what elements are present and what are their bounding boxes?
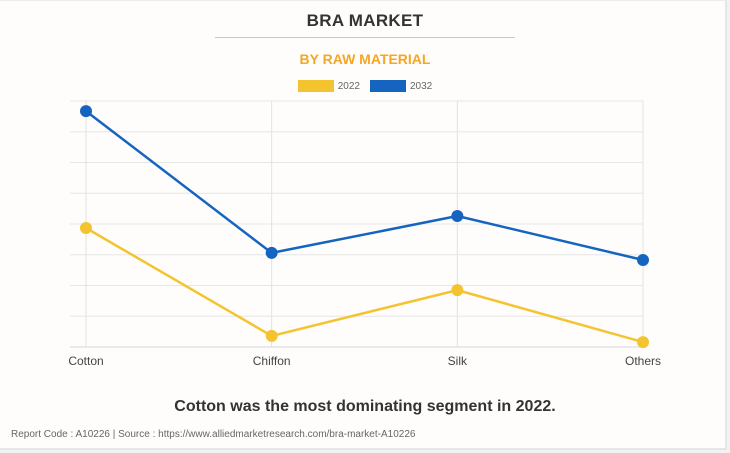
x-tick-label-cotton: Cotton [68,354,103,368]
data-point-2032-others [637,253,649,266]
data-point-2022-silk [451,284,464,297]
series-line-2022 [85,226,644,344]
data-point-2022-chiffon [265,329,278,342]
legend-item-2022[interactable]: 2022 [297,80,360,92]
x-tick-label-chiffon: Chiffon [253,354,291,368]
x-tick-label-others: Others [625,354,661,368]
title-divider [215,37,515,38]
legend-label-2022: 2022 [337,80,360,92]
legend-item-2032[interactable]: 2032 [370,80,432,92]
legend: 2022 2032 [0,80,730,92]
data-point-2032-silk [451,210,464,223]
legend-swatch-2022 [297,80,334,92]
source-footer: Report Code : A10226 | Source : https://… [11,429,416,440]
x-tick-label-silk: Silk [448,354,468,368]
insight-caption: Cotton was the most dominating segment i… [174,398,556,415]
legend-label-2032: 2032 [410,80,433,92]
data-point-2032-chiffon [265,246,278,259]
legend-swatch-2032 [370,80,406,92]
series-line-2032 [85,110,644,262]
chart-subtitle: BY RAW MATERIAL [299,51,431,67]
data-point-2022-cotton [80,221,92,234]
data-point-2032-cotton [80,105,92,118]
data-point-2022-others [637,336,649,349]
chart-title: BRA MARKET [306,11,424,30]
